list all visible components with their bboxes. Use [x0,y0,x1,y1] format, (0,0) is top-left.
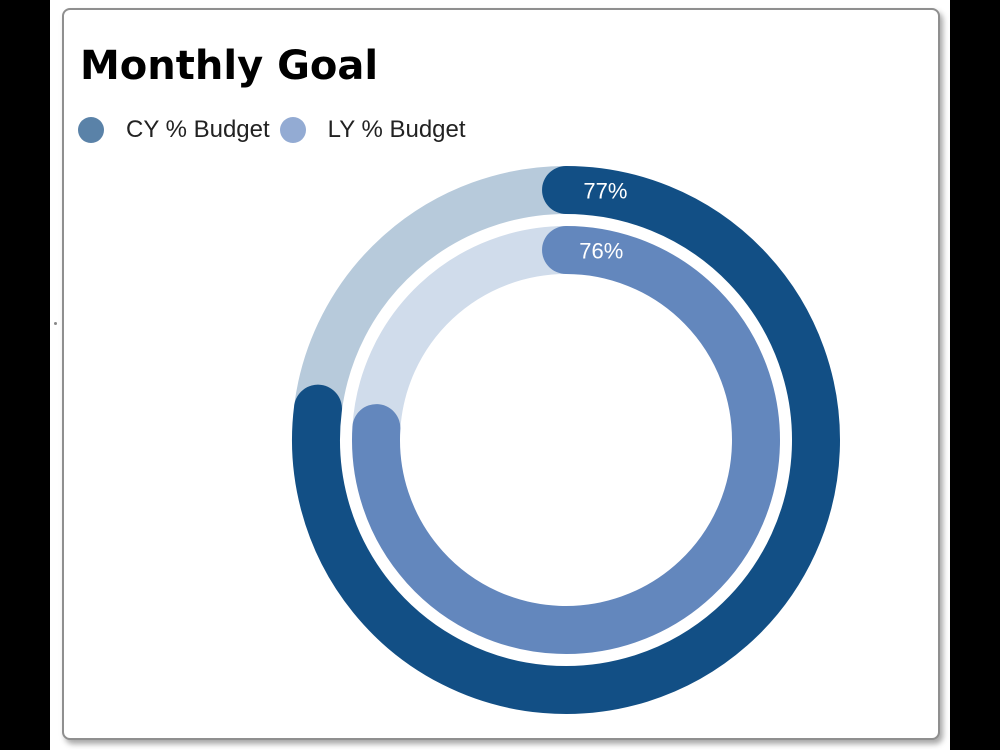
legend-item-ly[interactable]: LY % Budget [279,116,466,144]
legend-swatch-cy [78,117,104,143]
ring-value-label-0: 77% [583,179,627,204]
chart-legend: CY % Budget LY % Budget [78,115,476,145]
page-background: Monthly Goal CY % Budget LY % Budget 77%… [50,0,950,750]
legend-swatch-ly [279,117,306,143]
legend-item-cy[interactable]: CY % Budget [78,116,270,144]
chart-title: Monthly Goal [80,43,379,89]
ring-bar-1[interactable] [352,226,780,654]
legend-label-ly: LY % Budget [327,116,466,143]
ring-track-1 [352,226,567,431]
ring-bar-0[interactable] [292,166,840,714]
radial-chart: 77% 76% [292,166,840,714]
chart-card: Monthly Goal CY % Budget LY % Budget 77%… [62,8,940,740]
ring-value-label-1: 76% [579,238,623,263]
ring-track-0 [294,166,567,412]
edge-marker [54,322,57,325]
legend-label-cy: CY % Budget [126,116,270,143]
